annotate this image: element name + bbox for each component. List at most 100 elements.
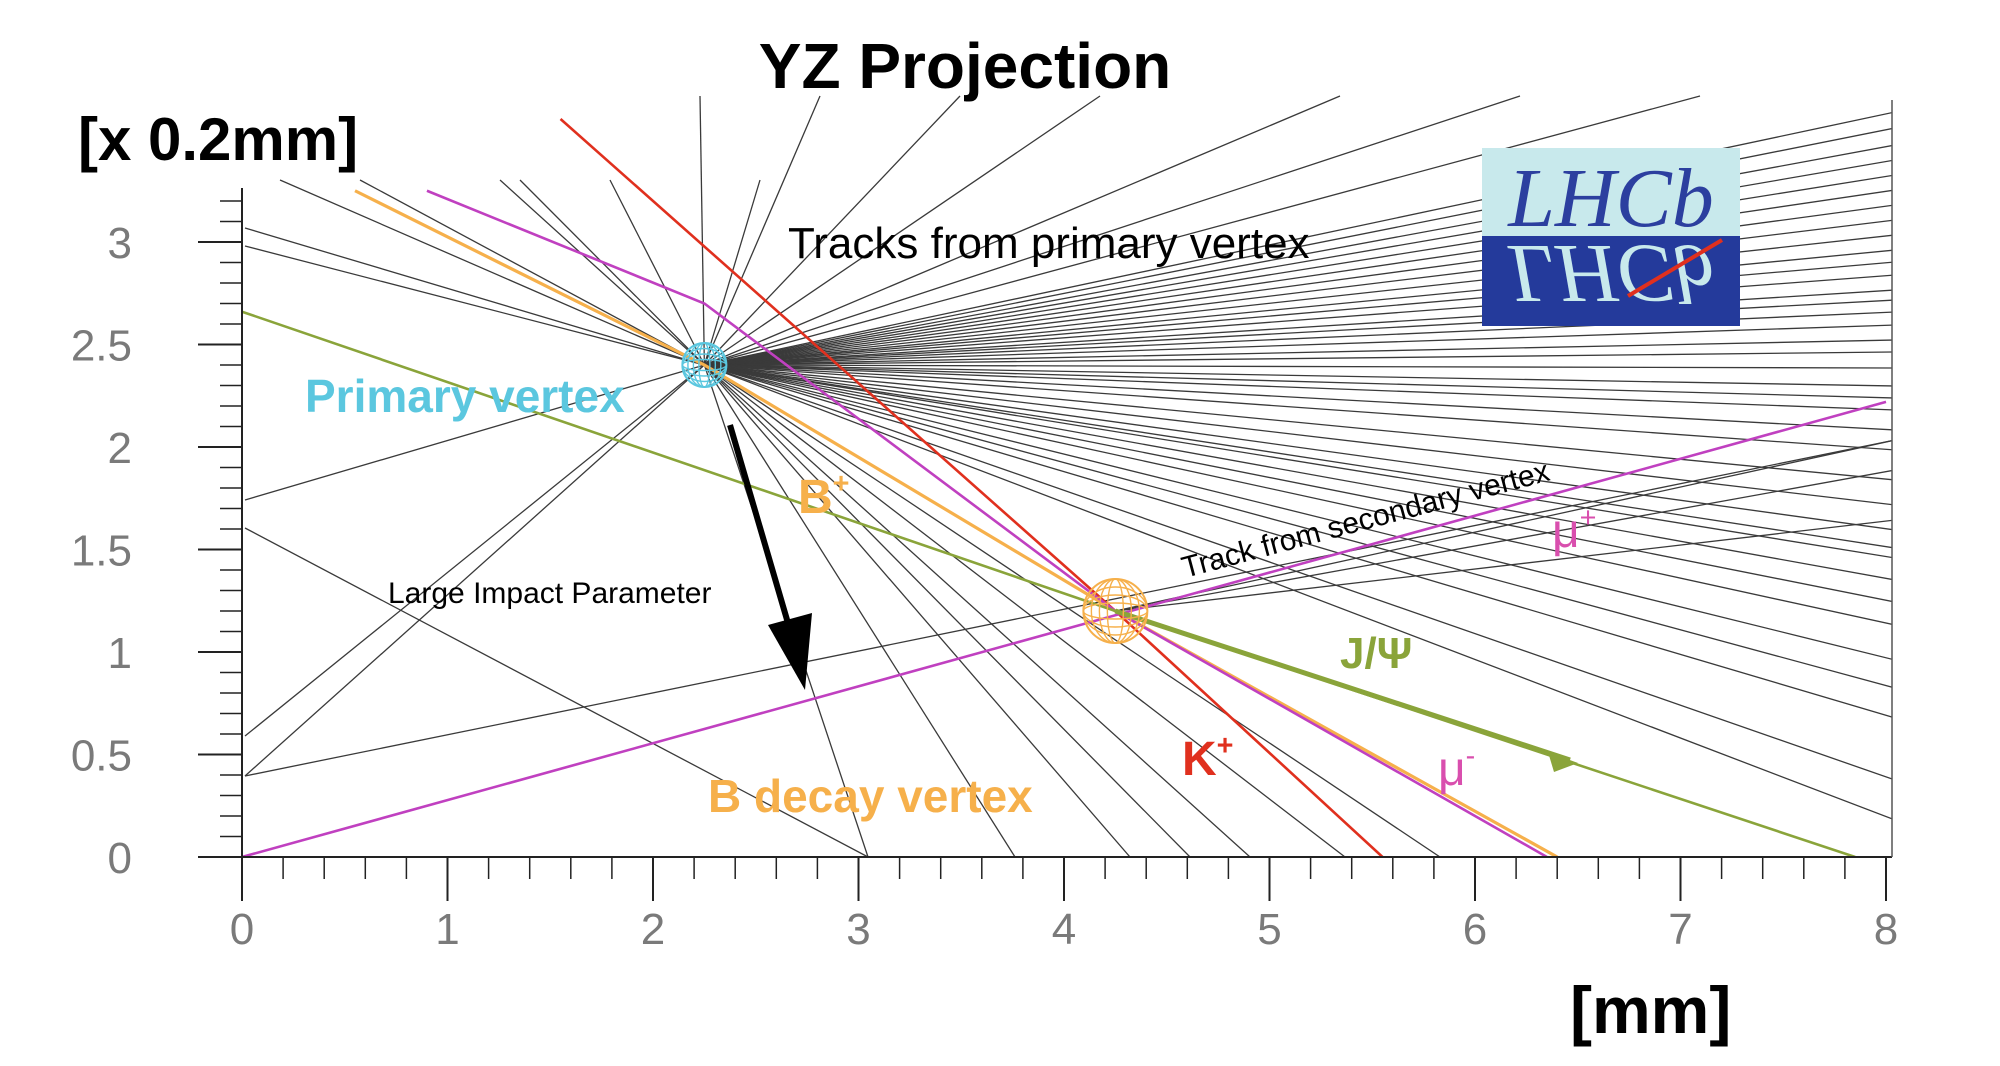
y-tick-label: 2 <box>108 424 132 473</box>
primary-vertex-marker-meridian-3 <box>687 342 722 388</box>
secondary-vertex-marker-parallel-3 <box>1082 586 1149 636</box>
x-tick-label: 1 <box>435 905 459 954</box>
background-track-20 <box>704 95 1341 366</box>
axes: 0 1 2 3 4 5 6 7 8 0 0.5 1 1.5 2 2.5 3 <box>71 100 1898 954</box>
background-track-40 <box>704 364 1892 688</box>
impact-arrow-shaft <box>727 424 793 631</box>
background-track-61 <box>519 179 705 366</box>
b-plus-label-sup: + <box>833 468 850 500</box>
background-track-28 <box>704 364 1892 411</box>
logo-slash <box>1626 238 1724 298</box>
mu-minus-label-sup: - <box>1466 740 1476 772</box>
background-track-51 <box>279 179 705 366</box>
background-track-32 <box>704 364 1892 506</box>
background-track-0 <box>704 351 1892 366</box>
x-tick-label: 5 <box>1257 905 1281 954</box>
primary-vertex-marker-parallel-3 <box>681 347 728 383</box>
background-track-22 <box>703 95 961 366</box>
background-track-54 <box>244 364 705 501</box>
background-track-19 <box>704 95 1521 366</box>
background-track-56 <box>244 364 705 777</box>
background-track-42 <box>704 364 1892 780</box>
b-decay-vertex-label: B decay vertex <box>708 770 1033 822</box>
background-track-53 <box>244 245 705 366</box>
x-tick-label: 6 <box>1463 905 1487 954</box>
y-tick-label: 1 <box>108 629 132 678</box>
background-track-21 <box>704 95 1101 366</box>
logo-top-panel <box>1482 148 1740 236</box>
k-plus-label-base: K <box>1182 733 1217 786</box>
lhcb-logo: LHCb LHCb <box>1482 148 1740 326</box>
background-track-31 <box>704 364 1892 481</box>
background-track-37 <box>704 364 1892 603</box>
y-tick-label: 1.5 <box>71 527 132 576</box>
background-track-25 <box>704 364 1892 369</box>
series-line-3 <box>242 400 1887 857</box>
y-axis-label: [x 0.2mm] <box>78 106 358 173</box>
jpsi-label: J/Ψ <box>1340 629 1412 678</box>
background-track-36 <box>704 364 1892 581</box>
jpsi-arrow-shaft <box>1114 608 1571 763</box>
b-plus-label: B+ <box>798 468 850 524</box>
series-line-0 <box>354 189 1558 857</box>
crossing-track-0 <box>244 527 869 857</box>
background-track-24 <box>699 95 706 366</box>
background-track-33 <box>704 364 1892 531</box>
background-track-27 <box>704 364 1892 399</box>
background-track-55 <box>244 364 705 737</box>
secondary-black-track-1 <box>1115 469 1892 612</box>
secondary-vertex-marker-meridian-3 <box>1090 578 1141 644</box>
impact-parameter-label: Large Impact Parameter <box>388 577 711 610</box>
k-plus-label: K+ <box>1182 730 1234 786</box>
mu-plus-label-base: μ <box>1552 505 1580 558</box>
background-track-23 <box>703 95 821 366</box>
background-track-43 <box>704 364 1892 820</box>
logo-bottom-panel <box>1482 236 1740 326</box>
series-layer <box>242 118 1887 857</box>
k-plus-label-sup: + <box>1217 730 1234 762</box>
background-track-49 <box>703 364 1016 857</box>
background-track-44 <box>704 364 1441 857</box>
chart-title: YZ Projection <box>759 30 1172 102</box>
x-tick-label: 0 <box>230 905 254 954</box>
background-track-38 <box>704 364 1892 626</box>
tracks-primary-label: Tracks from primary vertex <box>788 219 1310 268</box>
x-axis-label: [mm] <box>1570 973 1731 1047</box>
background-track-30 <box>704 364 1892 451</box>
mu-plus-label: μ+ <box>1552 502 1596 558</box>
background-track-18 <box>704 95 1701 366</box>
background-track-29 <box>704 364 1892 431</box>
b-plus-label-base: B <box>798 471 833 524</box>
impact-arrow-head <box>768 613 812 690</box>
logo-text: LHCb <box>1507 152 1713 245</box>
y-tick-label: 0 <box>108 834 132 883</box>
crossing-track-1 <box>244 439 1892 777</box>
background-track-58 <box>609 179 705 366</box>
x-tick-label: 7 <box>1668 905 1692 954</box>
primary-vertex-label: Primary vertex <box>305 370 625 422</box>
x-tick-label: 3 <box>846 905 870 954</box>
jpsi-arrow-head <box>1548 752 1578 772</box>
x-tick-label: 4 <box>1052 905 1076 954</box>
secondary-vertex-marker <box>1082 578 1149 644</box>
y-tick-label: 2.5 <box>71 322 132 371</box>
y-tick-label: 3 <box>108 219 132 268</box>
background-track-39 <box>704 364 1892 660</box>
mu-minus-label: μ- <box>1438 740 1475 796</box>
background-track-52 <box>244 227 705 366</box>
background-track-46 <box>703 364 1251 857</box>
secondary-black-track-2 <box>1115 519 1892 612</box>
primary-vertex-marker <box>681 342 728 388</box>
x-tick-label: 2 <box>641 905 665 954</box>
x-tick-label: 8 <box>1874 905 1898 954</box>
secondary-black-track-0 <box>1115 439 1892 612</box>
background-track-34 <box>704 364 1892 549</box>
series-line-2 <box>426 189 1548 857</box>
vertex-layer <box>681 342 1149 644</box>
background-track-35 <box>704 364 1892 559</box>
background-track-45 <box>703 364 1346 857</box>
mu-minus-label-base: μ <box>1438 743 1466 796</box>
background-track-60 <box>359 179 705 366</box>
